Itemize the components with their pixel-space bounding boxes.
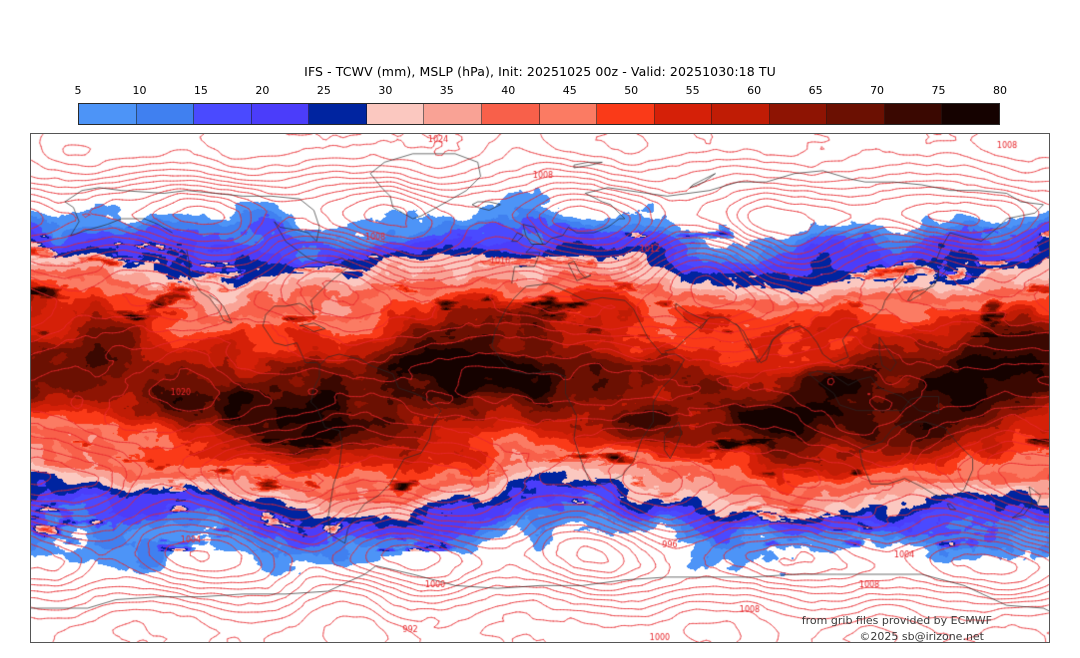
colorbar-swatch-30 xyxy=(366,104,425,124)
colorbar-tick-60: 60 xyxy=(747,84,762,97)
colorbar-tick-80: 80 xyxy=(993,84,1007,97)
colorbar-swatch-45 xyxy=(539,104,598,124)
colorbar-swatch-5 xyxy=(79,104,137,124)
colorbar-tick-5: 5 xyxy=(74,84,82,97)
colorbar-swatch-70 xyxy=(827,104,885,124)
colorbar-tick-75: 75 xyxy=(931,84,946,97)
colorbar-tick-labels: 5 10 15 20 25 30 35 40 45 50 55 60 65 70 75 80 xyxy=(74,84,1008,102)
colorbar-swatch-80 xyxy=(942,104,999,124)
colorbar-swatch-55 xyxy=(654,104,713,124)
data-source-attribution: from grib files provided by ECMWF xyxy=(801,614,992,627)
copyright-attribution: ©2025 sb@irizone.net xyxy=(859,630,984,643)
colorbar-swatch-20 xyxy=(251,104,310,124)
colorbar-tick-15: 15 xyxy=(193,84,208,97)
colorbar-tick-65: 65 xyxy=(808,84,823,97)
map-frame[interactable] xyxy=(30,133,1050,643)
colorbar-swatch-15 xyxy=(194,104,252,124)
page-title: IFS - TCWV (mm), MSLP (hPa), Init: 20251… xyxy=(304,64,776,79)
colorbar-tick-40: 40 xyxy=(501,84,516,97)
colorbar-tick-45: 45 xyxy=(562,84,577,97)
colorbar-swatch-40 xyxy=(481,104,540,124)
colorbar-tick-55: 55 xyxy=(685,84,700,97)
tcwv-mslp-map[interactable] xyxy=(31,134,1049,642)
colorbar-swatch-75 xyxy=(884,104,943,124)
colorbar-tick-30: 30 xyxy=(378,84,393,97)
colorbar-swatch-10 xyxy=(136,104,195,124)
colorbar-swatch-65 xyxy=(769,104,828,124)
colorbar-tick-25: 25 xyxy=(316,84,331,97)
colorbar-tick-10: 10 xyxy=(132,84,147,97)
colorbar-swatch-50 xyxy=(597,104,655,124)
colorbar-swatch-25 xyxy=(309,104,367,124)
colorbar-tick-20: 20 xyxy=(255,84,270,97)
colorbar-gradient xyxy=(78,103,1000,125)
colorbar-tick-50: 50 xyxy=(624,84,639,97)
colorbar-tick-35: 35 xyxy=(439,84,454,97)
colorbar-swatch-60 xyxy=(712,104,770,124)
colorbar-tick-70: 70 xyxy=(870,84,885,97)
colorbar: 5 10 15 20 25 30 35 40 45 50 55 60 65 70 75 80 xyxy=(74,84,1008,126)
colorbar-swatch-35 xyxy=(424,104,482,124)
